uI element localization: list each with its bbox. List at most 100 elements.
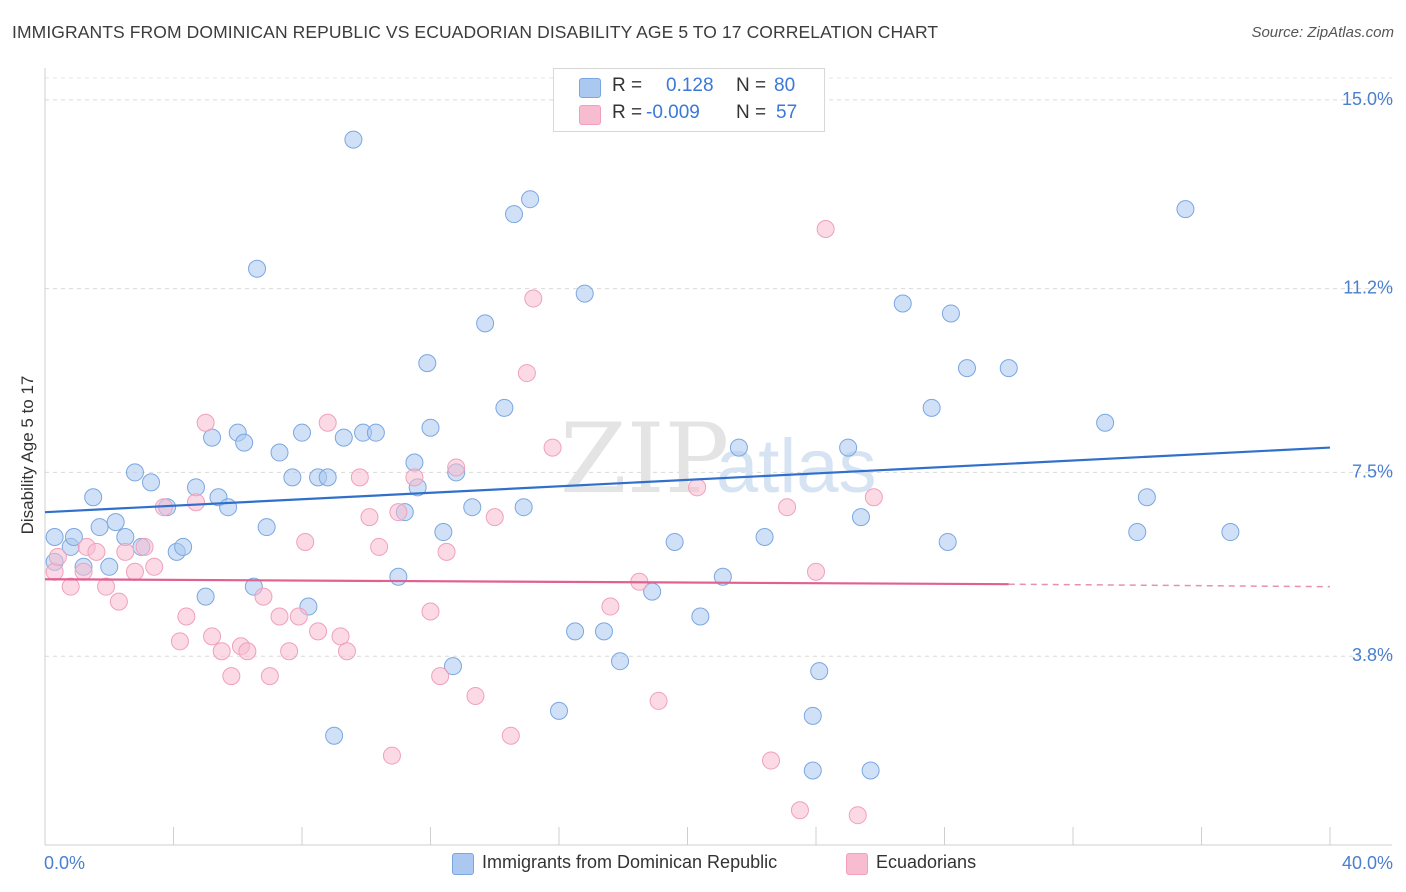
data-point-ecuadorian (601, 597, 620, 616)
data-point-ecuadorian (360, 508, 379, 527)
data-point-ecuadorian (318, 413, 337, 432)
data-point-dominican (174, 537, 193, 556)
data-point-dominican (389, 567, 408, 586)
data-point-ecuadorian (807, 562, 825, 581)
data-point-ecuadorian (87, 542, 106, 561)
data-point-ecuadorian (48, 547, 67, 566)
y-tick-label: 11.2% (1343, 278, 1393, 298)
data-point-ecuadorian (61, 577, 80, 596)
series-ecuadorian (45, 220, 883, 825)
data-point-dominican (45, 528, 64, 546)
data-point-dominican (851, 508, 870, 527)
legend-swatch (452, 853, 474, 875)
ecuadorian-swatch (579, 105, 601, 125)
data-point-ecuadorian (135, 537, 154, 556)
data-point-dominican (665, 532, 684, 551)
axes (44, 68, 1392, 846)
data-point-ecuadorian (517, 364, 536, 383)
data-point-ecuadorian (790, 801, 809, 820)
data-point-ecuadorian (222, 667, 241, 686)
data-point-dominican (1137, 488, 1156, 507)
data-point-ecuadorian (447, 458, 466, 477)
data-point-ecuadorian (97, 577, 116, 596)
data-point-ecuadorian (485, 508, 504, 527)
data-point-dominican (106, 513, 125, 532)
data-point-dominican (505, 205, 524, 224)
data-point-ecuadorian (382, 746, 401, 765)
source-label: Source: ZipAtlas.com (1251, 24, 1394, 41)
data-point-dominican (691, 607, 710, 626)
data-point-dominican (125, 463, 144, 482)
data-point-dominican (283, 468, 302, 487)
trend-line-dominican (44, 446, 1331, 514)
legend-label: Immigrants from Dominican Republic (482, 852, 778, 872)
series-layer (44, 130, 1331, 825)
data-point-dominican (594, 622, 613, 641)
stats-box: R = 0.128 N = 80 R = -0.009 N = 57 (553, 68, 825, 132)
data-point-ecuadorian (437, 542, 456, 561)
data-point-dominican (729, 438, 748, 457)
data-point-dominican (100, 557, 119, 576)
data-point-dominican (1096, 413, 1115, 432)
n-label: N = (736, 75, 767, 96)
data-point-dominican (434, 523, 453, 542)
data-point-dominican (463, 498, 482, 517)
y-tick-label: 7.5% (1352, 461, 1393, 481)
chart-title: IMMIGRANTS FROM DOMINICAN REPUBLIC VS EC… (12, 22, 939, 42)
data-point-dominican (941, 304, 960, 323)
data-point-dominican (893, 294, 912, 313)
data-point-ecuadorian (145, 557, 164, 576)
data-point-ecuadorian (864, 488, 883, 507)
data-point-ecuadorian (350, 468, 369, 487)
r-value: -0.009 (646, 102, 700, 123)
data-point-dominican (418, 354, 437, 373)
tick-labels: 3.8% 7.5% 11.2% 15.0% 0.0% 40.0% (44, 89, 1393, 873)
data-point-dominican (257, 518, 276, 537)
data-point-ecuadorian (405, 468, 424, 487)
data-point-ecuadorian (203, 627, 222, 646)
data-point-dominican (142, 473, 161, 492)
data-point-ecuadorian (370, 537, 389, 556)
data-point-dominican (803, 706, 822, 725)
data-point-ecuadorian (816, 220, 835, 238)
data-point-ecuadorian (116, 542, 135, 561)
data-point-ecuadorian (501, 726, 520, 745)
data-point-ecuadorian (649, 691, 668, 710)
data-point-ecuadorian (254, 587, 273, 606)
legend-swatch (846, 853, 868, 875)
data-point-dominican (861, 761, 880, 780)
data-point-dominican (293, 423, 311, 442)
data-point-dominican (344, 130, 363, 149)
data-point-dominican (443, 657, 462, 676)
data-point-dominican (575, 284, 594, 303)
data-point-ecuadorian (309, 622, 328, 641)
data-point-ecuadorian (186, 493, 205, 512)
data-point-dominican (196, 587, 215, 606)
data-point-ecuadorian (289, 607, 308, 626)
data-point-dominican (1221, 523, 1240, 542)
data-point-dominican (803, 761, 822, 780)
data-point-dominican (219, 498, 238, 517)
data-point-ecuadorian (280, 642, 299, 661)
data-point-dominican (421, 418, 440, 437)
data-point-dominican (938, 532, 957, 551)
data-point-dominican (90, 518, 109, 537)
data-point-dominican (713, 567, 732, 586)
data-point-dominican (203, 428, 222, 447)
x-tick-label-min: 0.0% (44, 853, 85, 873)
data-point-ecuadorian (260, 667, 279, 686)
data-point-ecuadorian (296, 532, 315, 551)
data-point-dominican (476, 314, 495, 333)
data-point-dominican (318, 468, 337, 487)
y-tick-label: 15.0% (1342, 89, 1393, 109)
data-point-dominican (514, 498, 533, 517)
data-point-ecuadorian (125, 562, 144, 581)
data-point-ecuadorian (270, 607, 289, 626)
data-point-dominican (366, 423, 385, 442)
data-point-dominican (248, 259, 267, 278)
watermark-zip: ZIP (560, 403, 729, 515)
data-point-ecuadorian (170, 632, 189, 651)
watermark-atlas: atlas (716, 424, 877, 509)
trend-line-ecuadorian (44, 578, 1009, 586)
